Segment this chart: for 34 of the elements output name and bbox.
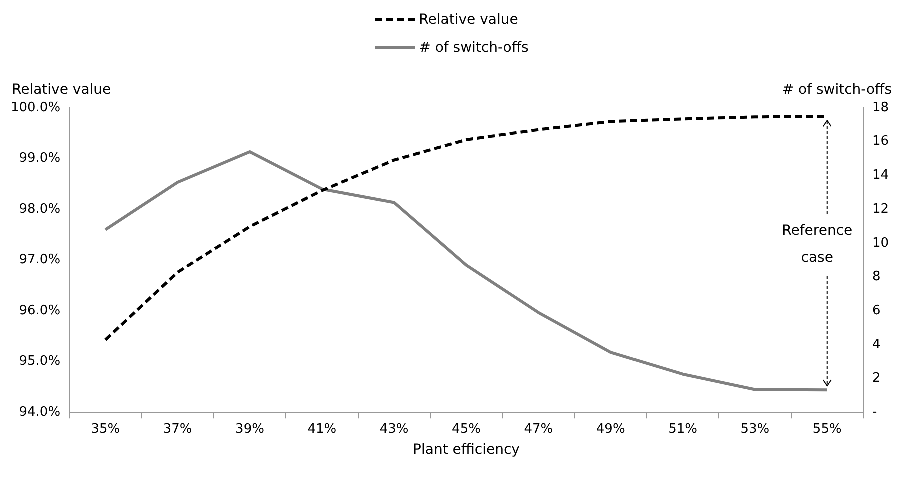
x-tick-label: 51% bbox=[668, 422, 698, 437]
x-tick-label: 35% bbox=[91, 422, 120, 437]
y-tick-label: 96.0% bbox=[19, 303, 61, 318]
x-tick-label: 37% bbox=[163, 422, 192, 437]
y-tick-label: 99.0% bbox=[19, 151, 61, 166]
y-tick-label: 94.0% bbox=[19, 404, 61, 420]
y2-tick-label: - bbox=[872, 404, 878, 420]
y-tick-label: 95.0% bbox=[19, 354, 61, 370]
x-tick-label: 39% bbox=[236, 422, 264, 437]
x-tick-label: 45% bbox=[452, 422, 481, 437]
y2-axis-title: # of switch-offs bbox=[782, 82, 892, 98]
x-tick-label: 41% bbox=[308, 422, 337, 437]
y2-tick-label: 18 bbox=[872, 100, 890, 116]
y2-tick-label: 8 bbox=[872, 270, 881, 285]
y2-tick-label: 16 bbox=[872, 134, 890, 150]
y2-tick-label: 6 bbox=[872, 303, 881, 318]
y2-tick-label: 10 bbox=[872, 236, 890, 251]
annotation: Reference case bbox=[782, 223, 853, 266]
x-tick-label: 47% bbox=[524, 422, 554, 437]
legend-label: Relative value bbox=[419, 12, 518, 28]
y2-tick-label: 12 bbox=[872, 202, 890, 217]
y2-tick-label: 4 bbox=[872, 337, 881, 352]
x-axis-title: Plant efficiency bbox=[413, 442, 520, 458]
x-tick-label: 49% bbox=[596, 422, 626, 437]
y-tick-label: 97.0% bbox=[19, 252, 61, 268]
x-tick-label: 53% bbox=[740, 422, 770, 437]
x-tick-label: 55% bbox=[812, 422, 842, 437]
y-tick-label: 98.0% bbox=[19, 202, 61, 217]
legend-label: # of switch-offs bbox=[419, 40, 529, 56]
y-tick-label: 100.0% bbox=[10, 100, 61, 116]
y-axis-title: Relative value bbox=[12, 82, 112, 98]
y2-tick-label: 2 bbox=[872, 371, 881, 386]
x-tick-label: 43% bbox=[380, 422, 409, 437]
y2-tick-label: 14 bbox=[872, 168, 890, 184]
